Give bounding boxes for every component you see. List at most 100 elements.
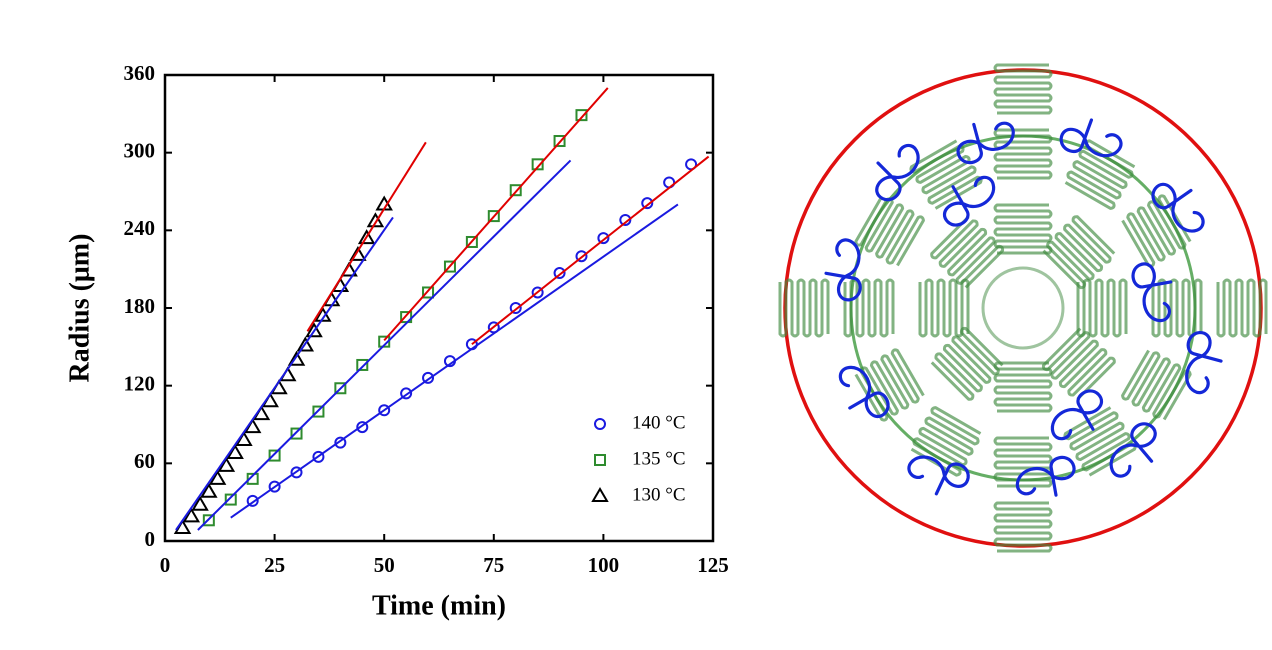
- data-point: [357, 229, 376, 245]
- fit-line: [230, 203, 679, 519]
- data-point: [591, 487, 609, 502]
- fit-line: [175, 216, 394, 531]
- lamella: [853, 193, 926, 269]
- x-tick-label: 50: [374, 553, 395, 577]
- data-point: [312, 405, 325, 418]
- y-axis-title: Radius (μm): [64, 234, 95, 383]
- data-point: [290, 466, 303, 479]
- legend-label: 140 °C: [632, 412, 686, 433]
- data-point: [487, 210, 500, 223]
- data-point: [553, 135, 566, 148]
- data-point: [594, 454, 606, 466]
- legend-label: 130 °C: [632, 484, 686, 505]
- y-tick-label: 180: [124, 294, 156, 318]
- lamella: [993, 128, 1053, 180]
- lamella: [778, 278, 830, 338]
- y-tick-label: 360: [124, 61, 156, 85]
- lamella: [1216, 278, 1268, 338]
- y-tick-label: 300: [124, 138, 156, 162]
- lamella: [908, 405, 984, 478]
- data-point: [619, 213, 632, 226]
- data-point: [443, 260, 456, 273]
- data-point: [217, 456, 236, 472]
- data-point: [246, 472, 259, 485]
- x-axis-title: Time (min): [372, 590, 506, 621]
- data-point: [553, 267, 566, 280]
- x-tick-label: 0: [160, 553, 171, 577]
- plot-frame: [163, 73, 715, 543]
- data-point: [226, 443, 244, 459]
- inner-circle: [849, 134, 1197, 482]
- data-point: [246, 494, 259, 507]
- lamella: [908, 138, 984, 211]
- data-point: [594, 418, 606, 430]
- fit-line: [383, 87, 609, 342]
- fit-line: [306, 141, 427, 332]
- data-point: [400, 311, 413, 324]
- data-point: [531, 286, 544, 299]
- data-point: [509, 184, 522, 197]
- y-tick-label: 240: [124, 216, 156, 240]
- chain: [1056, 110, 1128, 169]
- data-point: [356, 421, 369, 434]
- y-tick-label: 120: [124, 371, 156, 395]
- lamella: [928, 325, 1006, 403]
- lamella: [993, 203, 1053, 255]
- data-point: [641, 197, 654, 210]
- y-tick-label: 0: [145, 527, 156, 551]
- data-point: [422, 286, 435, 299]
- data-point: [235, 431, 253, 447]
- lamella: [1040, 325, 1118, 403]
- data-point: [268, 449, 281, 462]
- lamella: [993, 361, 1053, 413]
- data-point: [597, 232, 610, 245]
- data-point: [509, 302, 522, 314]
- chain: [931, 166, 1005, 232]
- data-point: [334, 436, 347, 449]
- lamella: [1040, 213, 1118, 291]
- data-point: [305, 322, 323, 338]
- data-point: [356, 358, 369, 371]
- data-point: [290, 427, 303, 440]
- data-point: [296, 336, 315, 352]
- legend-label: 135 °C: [632, 448, 686, 469]
- lamella: [1120, 347, 1193, 423]
- data-point: [191, 495, 209, 511]
- nucleus: [981, 266, 1065, 350]
- data-point: [312, 450, 325, 463]
- lamella: [928, 213, 1006, 291]
- lamella: [853, 347, 926, 423]
- chain: [901, 443, 974, 505]
- data-point: [268, 480, 281, 493]
- data-point: [224, 493, 237, 506]
- lamella: [1151, 278, 1203, 338]
- data-point: [202, 514, 215, 527]
- lamella: [1076, 278, 1128, 338]
- x-tick-label: 100: [588, 553, 620, 577]
- data-point: [334, 382, 347, 395]
- data-point: [208, 469, 227, 485]
- data-point: [182, 507, 201, 523]
- data-point: [575, 250, 588, 263]
- data-point: [575, 109, 588, 122]
- lamella: [918, 278, 970, 338]
- data-point: [366, 212, 385, 228]
- data-point: [422, 371, 435, 384]
- x-tick-label: 125: [697, 553, 729, 577]
- y-tick-label: 60: [134, 449, 155, 473]
- spherulite-diagram: [778, 63, 1268, 553]
- fit-line: [197, 159, 572, 531]
- data-point: [378, 404, 391, 417]
- data-point: [349, 245, 367, 261]
- data-point: [531, 158, 544, 171]
- x-tick-label: 25: [264, 553, 285, 577]
- data-point: [287, 350, 306, 366]
- data-point: [200, 482, 218, 498]
- lamella: [993, 501, 1053, 553]
- x-tick-label: 75: [483, 553, 504, 577]
- lamella: [843, 278, 895, 338]
- data-point: [465, 235, 478, 248]
- chain: [1041, 384, 1115, 450]
- lamella: [993, 63, 1053, 115]
